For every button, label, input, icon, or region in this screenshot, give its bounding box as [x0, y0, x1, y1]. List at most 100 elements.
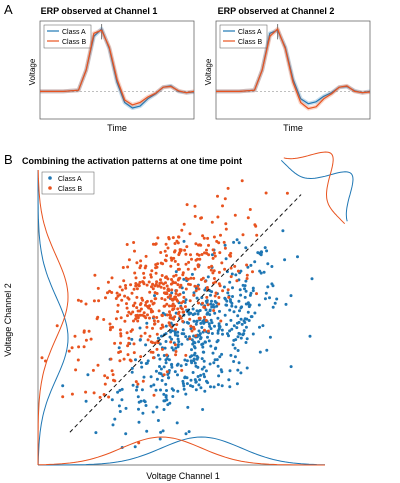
erp2-line-b: [216, 28, 371, 110]
scatter-point-class-a: [236, 368, 240, 372]
scatter-point-class-a: [213, 324, 216, 328]
scatter-point-class-b: [148, 304, 151, 308]
scatter-point-class-a: [259, 253, 263, 257]
scatter-point-class-b: [223, 267, 227, 271]
scatter-point-class-a: [192, 319, 196, 323]
scatter-point-class-a: [146, 359, 150, 363]
scatter-point-class-a: [241, 283, 245, 287]
scatter-point-class-a: [235, 382, 239, 386]
scatter-point-class-a: [209, 318, 213, 322]
scatter-point-class-a: [238, 288, 242, 292]
scatter-point-class-b: [120, 288, 124, 292]
scatter-point-class-b: [119, 334, 123, 338]
scatter-point-class-a: [239, 371, 243, 375]
scatter-point-class-b: [132, 287, 136, 291]
scatter-point-class-b: [82, 329, 86, 333]
scatter-point-class-b: [171, 280, 175, 284]
scatter-point-class-a: [202, 372, 206, 376]
scatter-point-class-a: [194, 380, 198, 384]
scatter-point-class-b: [134, 380, 138, 384]
scatter-point-class-a: [133, 445, 137, 449]
scatter-point-class-b: [151, 242, 155, 246]
scatter-point-class-b: [109, 357, 113, 361]
scatter-point-class-a: [258, 325, 261, 329]
scatter-point-class-b: [126, 344, 130, 348]
scatter-point-class-a: [168, 335, 172, 339]
scatter-point-class-b: [264, 191, 268, 195]
scatter-point-class-b: [131, 310, 135, 314]
scatter-point-class-b: [212, 251, 216, 255]
scatter-point-class-b: [168, 293, 172, 297]
panel-b-label: B: [4, 152, 13, 167]
scatter-point-class-b: [229, 266, 233, 270]
scatter-point-class-b: [129, 283, 133, 287]
scatter-point-class-b: [153, 322, 156, 326]
scatter-point-class-a: [244, 279, 248, 283]
scatter-point-class-b: [142, 311, 146, 315]
scatter-point-class-b: [201, 301, 204, 305]
scatter-point-class-a: [228, 369, 232, 373]
scatter-point-class-a: [139, 399, 143, 403]
scatter-point-class-b: [176, 307, 180, 311]
scatter-point-class-b: [180, 301, 183, 305]
scatter-point-class-b: [160, 297, 164, 300]
scatter-point-class-a: [264, 291, 268, 295]
scatter-point-class-a: [117, 346, 121, 350]
scatter-point-class-a: [234, 305, 238, 309]
scatter-point-class-b: [246, 216, 250, 220]
scatter-point-class-a: [145, 321, 149, 325]
scatter-point-class-a: [213, 300, 217, 303]
scatter-point-class-b: [152, 319, 156, 323]
scatter-point-class-a: [142, 375, 146, 379]
scatter-point-class-a: [204, 369, 208, 373]
scatter-point-class-b: [162, 373, 166, 377]
scatter-point-class-b: [255, 233, 259, 237]
scatter-point-class-b: [240, 179, 244, 183]
scatter-point-class-b: [173, 343, 177, 347]
scatter-point-class-a: [228, 298, 232, 302]
scatter-point-class-a: [245, 337, 249, 341]
scatter-point-class-a: [235, 326, 239, 330]
scatter-point-class-b: [82, 345, 86, 349]
scatter-point-class-a: [182, 384, 186, 388]
scatter-point-class-a: [185, 359, 189, 363]
scatter-point-class-a: [135, 388, 138, 392]
scatter-point-class-a: [166, 403, 170, 407]
scatter-point-class-a: [110, 398, 114, 402]
scatter-point-class-b: [176, 283, 180, 287]
scatter-point-class-a: [191, 385, 195, 388]
scatter-point-class-b: [106, 376, 109, 380]
scatter-point-class-b: [133, 249, 136, 253]
scatter-point-class-b: [173, 304, 177, 308]
scatter-point-class-a: [195, 296, 199, 300]
scatter-point-class-b: [213, 254, 217, 258]
scatter-point-class-b: [127, 341, 131, 345]
scatter-point-class-b: [93, 273, 97, 277]
scatter-point-class-a: [182, 277, 186, 281]
scatter-point-class-a: [203, 375, 206, 379]
scatter-point-class-a: [209, 385, 212, 389]
scatter-point-class-b: [176, 263, 180, 266]
scatter-point-class-b: [211, 248, 215, 252]
scatter-point-class-b: [184, 252, 188, 256]
scatter-point-class-b: [130, 291, 134, 295]
scatter-point-class-a: [144, 404, 148, 407]
panel-a-label: A: [4, 2, 13, 17]
scatter-point-class-b: [221, 204, 224, 208]
scatter-point-class-a: [242, 332, 246, 336]
scatter-point-class-b: [92, 391, 96, 395]
scatter-legend-dot-b: [48, 186, 52, 190]
scatter-point-class-a: [194, 388, 198, 392]
scatter-point-class-a: [171, 395, 175, 398]
scatter-point-class-a: [182, 291, 185, 295]
scatter-point-class-b: [227, 295, 231, 299]
scatter-point-class-b: [123, 294, 127, 298]
scatter-point-class-a: [296, 255, 299, 259]
scatter-point-class-b: [122, 279, 126, 283]
scatter-point-class-a: [196, 312, 200, 316]
scatter-point-class-a: [185, 382, 189, 386]
scatter-point-class-a: [180, 342, 184, 346]
panel-b: B Combining the activation patterns at o…: [3, 151, 354, 481]
scatter-point-class-a: [189, 359, 193, 363]
scatter-point-class-b: [180, 368, 184, 372]
